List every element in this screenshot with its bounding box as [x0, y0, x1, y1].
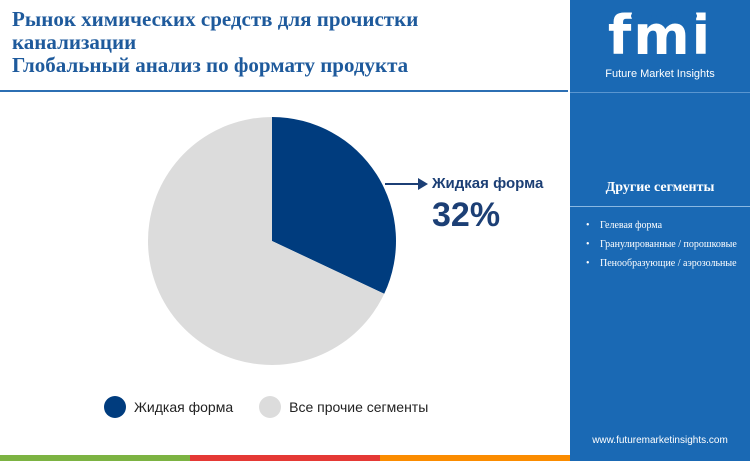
chart-title: Рынок химических средств для прочистки к… — [12, 8, 562, 77]
bottom-bar-green — [0, 455, 190, 461]
segment-item-granular: Гранулированные / порошковые — [586, 237, 742, 253]
title-line-3: Глобальный анализ по формату продукта — [12, 53, 409, 77]
logo-subtitle: Future Market Insights — [605, 68, 715, 80]
bottom-bar-orange — [380, 455, 570, 461]
fmi-logo-icon: fmi — [608, 8, 710, 60]
pie-chart — [147, 116, 428, 365]
legend-swatch-liquid — [104, 396, 126, 418]
legend: Жидкая форма Все прочие сегменты — [104, 396, 454, 418]
pie-slice-liquid — [272, 117, 396, 294]
bottom-color-bar — [0, 455, 570, 461]
sidebar: fmi Future Market Insights Другие сегмен… — [570, 0, 750, 461]
segment-item-gel: Гелевая форма — [586, 218, 742, 234]
sidebar-divider-top — [570, 92, 750, 93]
legend-item-other: Все прочие сегменты — [259, 396, 428, 418]
callout-value: 32% — [432, 196, 501, 234]
legend-label-liquid: Жидкая форма — [134, 399, 234, 415]
title-divider — [0, 90, 568, 92]
legend-label-other: Все прочие сегменты — [289, 399, 429, 415]
website-url: www.futuremarketinsights.com — [592, 435, 728, 446]
segment-list: Гелевая форма Гранулированные / порошков… — [586, 218, 742, 275]
title-line-1: Рынок химических средств для прочистки — [12, 7, 419, 31]
legend-item-liquid: Жидкая форма — [104, 396, 233, 418]
title-line-2: канализации — [12, 30, 137, 54]
legend-swatch-other — [259, 396, 282, 418]
bottom-bar-red — [190, 455, 380, 461]
callout-label: Жидкая форма — [432, 175, 544, 192]
sidebar-divider — [570, 206, 750, 207]
sidebar-header: Другие сегменты — [605, 180, 715, 195]
pie-slice-other — [147, 116, 385, 365]
callout-arrow-icon — [418, 178, 428, 190]
segment-item-foam: Пенообразующие / аэрозольные — [586, 256, 742, 272]
